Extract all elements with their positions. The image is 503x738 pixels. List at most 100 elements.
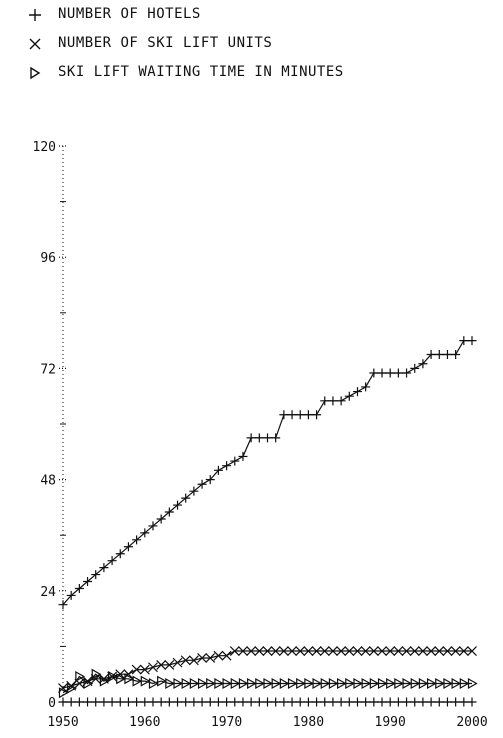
series-2-point xyxy=(361,677,372,689)
series-0-point xyxy=(58,600,68,610)
series-0-point xyxy=(434,350,444,359)
series-3-point xyxy=(58,697,68,707)
series-1-point xyxy=(344,646,355,656)
series-3-point xyxy=(83,697,93,707)
series-3-point xyxy=(295,697,305,707)
series-3-point xyxy=(459,697,469,707)
series-3-point xyxy=(74,697,84,707)
x-tick-label: 1990 xyxy=(375,715,406,730)
series-1-point xyxy=(262,646,273,656)
series-1-point xyxy=(450,646,461,656)
legend-item-ski-lift-units: NUMBER OF SKI LIFT UNITS xyxy=(28,35,488,64)
series-2-point xyxy=(459,677,470,689)
legend-label-waiting-time: SKI LIFT WAITING TIME IN MINUTES xyxy=(58,64,344,80)
legend-label-hotels: NUMBER OF HOTELS xyxy=(58,6,201,22)
y-tick-label: 24 xyxy=(40,585,56,600)
series-2-point xyxy=(132,675,143,687)
series-0-point xyxy=(132,535,142,545)
series-0-point xyxy=(263,433,272,443)
series-2-point xyxy=(402,677,413,689)
series-3-point xyxy=(99,697,109,707)
series-2-point xyxy=(328,677,339,689)
series-3-point xyxy=(344,697,354,707)
series-2-point xyxy=(304,677,315,689)
series-2-point xyxy=(173,677,184,689)
series-1-point xyxy=(156,660,167,670)
series-3-point xyxy=(254,697,264,707)
series-2-point xyxy=(451,677,462,689)
series-3-point xyxy=(66,697,76,707)
series-0-point xyxy=(467,336,477,346)
series-1-point xyxy=(311,646,322,656)
series-2-point xyxy=(67,682,77,694)
series-3-point xyxy=(377,697,387,707)
series-1-point xyxy=(287,646,297,656)
series-0-point xyxy=(377,368,387,378)
series-3-point xyxy=(156,697,166,707)
series-1-point xyxy=(180,655,191,666)
series-2-point xyxy=(320,677,331,689)
series-0-point xyxy=(74,583,84,593)
series-1-point xyxy=(148,662,158,673)
series-0-point xyxy=(83,577,93,587)
series-3-point xyxy=(279,697,289,707)
series-0-point xyxy=(442,350,452,359)
series-1-point xyxy=(164,660,175,670)
series-0-point xyxy=(181,493,191,503)
series-1-point xyxy=(393,646,404,656)
series-3-point xyxy=(369,697,379,707)
series-1-point xyxy=(139,664,150,675)
x-tick-label: 2000 xyxy=(456,715,487,730)
series-3-point xyxy=(352,697,362,707)
series-3-point xyxy=(442,697,452,707)
series-2-point xyxy=(467,677,478,689)
series-3-point xyxy=(173,697,183,707)
series-0-point xyxy=(361,382,371,392)
series-3-point xyxy=(402,697,412,707)
series-1-point xyxy=(377,646,387,656)
series-2-point xyxy=(222,677,233,689)
series-3-point xyxy=(434,697,444,707)
legend-label-ski-lift-units: NUMBER OF SKI LIFT UNITS xyxy=(58,35,273,51)
series-0-point xyxy=(369,368,379,378)
series-2-point xyxy=(410,677,421,689)
series-2-point xyxy=(189,677,200,689)
series-3-point xyxy=(115,697,125,707)
series-0-point xyxy=(246,433,256,443)
series-3-point xyxy=(303,697,313,707)
series-1-point xyxy=(458,646,469,656)
series-2-point xyxy=(345,677,356,689)
series-1-point xyxy=(221,650,232,661)
series-0-point xyxy=(115,549,125,559)
series-0-point xyxy=(99,563,109,573)
series-1-point xyxy=(295,646,306,656)
series-1-point xyxy=(426,646,437,656)
series-3-point xyxy=(91,697,101,707)
series-3-point xyxy=(164,697,174,707)
series-0-point xyxy=(173,500,183,510)
series-2-point xyxy=(230,677,241,689)
series-2-point xyxy=(353,677,364,689)
series-2-point xyxy=(377,677,388,689)
series-0-point xyxy=(238,451,248,461)
series-2-point xyxy=(369,677,380,689)
series-0-point xyxy=(164,507,174,517)
x-marker-icon xyxy=(29,38,41,50)
series-2-point xyxy=(418,677,429,689)
series-2-point xyxy=(206,677,216,689)
series-0-point xyxy=(156,514,166,524)
series-0-point xyxy=(140,528,150,538)
series-0-point xyxy=(287,410,297,420)
series-3-point xyxy=(410,697,420,707)
series-3-point xyxy=(312,697,322,707)
series-0-point xyxy=(451,350,461,359)
series-2-point xyxy=(165,677,176,689)
series-2-point xyxy=(157,675,167,687)
series-3-point xyxy=(181,697,191,707)
series-1-point xyxy=(352,646,363,656)
series-1-point xyxy=(409,646,420,656)
series-2-point xyxy=(279,677,290,689)
series-3-point xyxy=(246,697,256,707)
series-0-point xyxy=(336,396,346,406)
